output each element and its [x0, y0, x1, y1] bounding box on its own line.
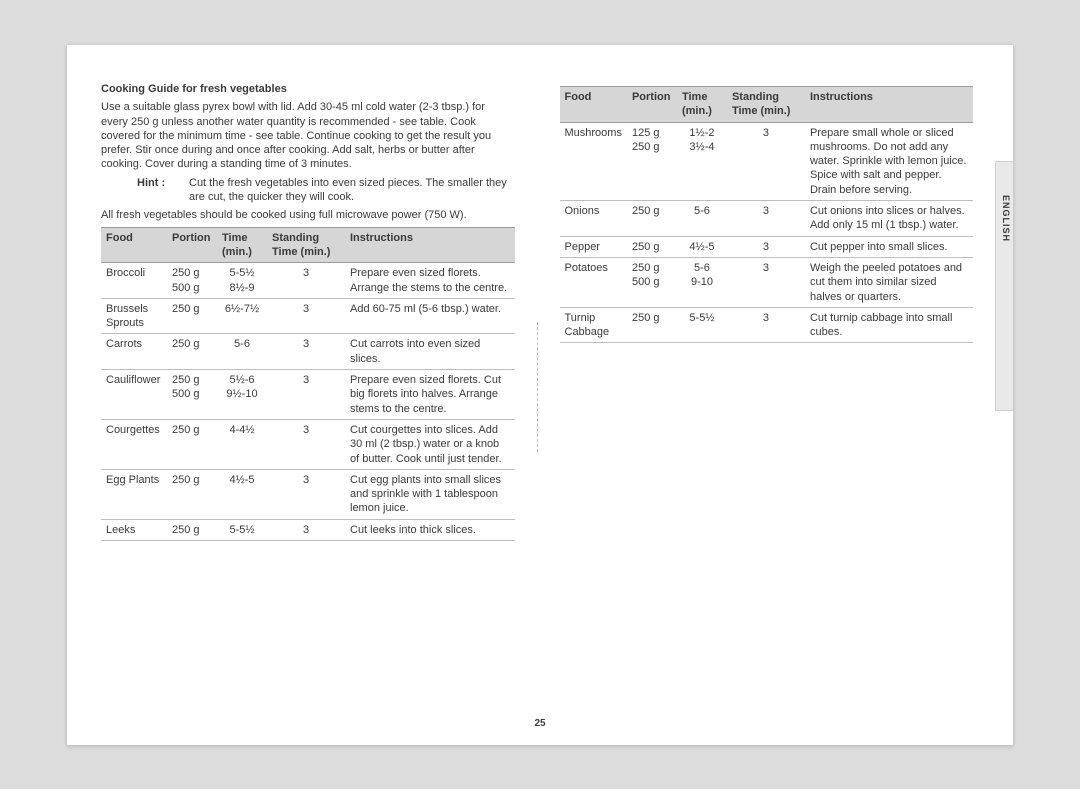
cell-instructions: Cut courgettes into slices. Add 30 ml (2… [345, 419, 515, 469]
vegetable-table-left: Food Portion Time (min.) Standing Time (… [101, 227, 515, 541]
cell-instructions: Cut leeks into thick slices. [345, 519, 515, 540]
cell-food: Potatoes [560, 257, 627, 307]
cell-portion: 250 g [167, 519, 217, 540]
table-row: Leeks250 g5-5½3Cut leeks into thick slic… [101, 519, 515, 540]
table-row: Potatoes250 g500 g5-69-103Weigh the peel… [560, 257, 974, 307]
cell-portion: 125 g250 g [627, 122, 677, 200]
vegetable-table-right: Food Portion Time (min.) Standing Time (… [560, 86, 974, 343]
cell-food: Leeks [101, 519, 167, 540]
col-portion: Portion [167, 227, 217, 263]
cell-standing: 3 [727, 122, 805, 200]
cell-instructions: Cut egg plants into small slices and spr… [345, 469, 515, 519]
table-row: Carrots250 g5-63Cut carrots into even si… [101, 334, 515, 370]
cell-standing: 3 [267, 370, 345, 420]
content-area: Cooking Guide for fresh vegetables Use a… [101, 82, 973, 705]
cell-food: Pepper [560, 236, 627, 257]
cell-instructions: Cut turnip cabbage into small cubes. [805, 307, 973, 343]
cell-standing: 3 [267, 298, 345, 334]
table-row: Mushrooms125 g250 g1½-23½-43Prepare smal… [560, 122, 974, 200]
cell-standing: 3 [267, 519, 345, 540]
col-portion: Portion [627, 87, 677, 123]
table-row: Egg Plants250 g4½-53Cut egg plants into … [101, 469, 515, 519]
cell-standing: 3 [267, 419, 345, 469]
cell-food: Cauliflower [101, 370, 167, 420]
column-divider [537, 322, 538, 452]
col-food: Food [560, 87, 627, 123]
col-food: Food [101, 227, 167, 263]
table-row: Broccoli250 g500 g5-5½8½-93Prepare even … [101, 263, 515, 299]
document-page: ENGLISH Cooking Guide for fresh vegetabl… [67, 45, 1013, 745]
cell-food: Carrots [101, 334, 167, 370]
table-row: Turnip Cabbage250 g5-5½3Cut turnip cabba… [560, 307, 974, 343]
cell-instructions: Cut pepper into small slices. [805, 236, 973, 257]
col-instructions: Instructions [805, 87, 973, 123]
cell-portion: 250 g [167, 334, 217, 370]
cell-time: 5-69-10 [677, 257, 727, 307]
cell-instructions: Prepare even sized florets. Cut big flor… [345, 370, 515, 420]
cell-standing: 3 [727, 236, 805, 257]
table-row: Onions250 g5-63Cut onions into slices or… [560, 201, 974, 237]
cell-portion: 250 g [627, 236, 677, 257]
cell-food: Turnip Cabbage [560, 307, 627, 343]
cell-standing: 3 [727, 201, 805, 237]
intro-paragraph: Use a suitable glass pyrex bowl with lid… [101, 100, 515, 171]
cell-instructions: Weigh the peeled potatoes and cut them i… [805, 257, 973, 307]
cell-time: 5-5½ [217, 519, 267, 540]
col-time: Time (min.) [677, 87, 727, 123]
cell-portion: 250 g500 g [627, 257, 677, 307]
cell-time: 4½-5 [217, 469, 267, 519]
cell-food: Broccoli [101, 263, 167, 299]
col-standing: Standing Time (min.) [727, 87, 805, 123]
cell-portion: 250 g [627, 201, 677, 237]
note-paragraph: All fresh vegetables should be cooked us… [101, 208, 515, 222]
cell-time: 1½-23½-4 [677, 122, 727, 200]
col-time: Time (min.) [217, 227, 267, 263]
cell-standing: 3 [727, 257, 805, 307]
cell-food: Onions [560, 201, 627, 237]
cell-food: Egg Plants [101, 469, 167, 519]
cell-time: 5-6 [217, 334, 267, 370]
cell-portion: 250 g [627, 307, 677, 343]
cell-standing: 3 [267, 263, 345, 299]
cell-instructions: Cut carrots into even sized slices. [345, 334, 515, 370]
hint-text: Cut the fresh vegetables into even sized… [189, 176, 515, 205]
hint-row: Hint : Cut the fresh vegetables into eve… [101, 176, 515, 205]
language-label: ENGLISH [1001, 195, 1011, 242]
table-header-row: Food Portion Time (min.) Standing Time (… [560, 87, 974, 123]
table-header-row: Food Portion Time (min.) Standing Time (… [101, 227, 515, 263]
cell-time: 5½-69½-10 [217, 370, 267, 420]
cell-portion: 250 g500 g [167, 370, 217, 420]
col-instructions: Instructions [345, 227, 515, 263]
cell-portion: 250 g [167, 469, 217, 519]
cell-time: 5-6 [677, 201, 727, 237]
cell-portion: 250 g [167, 419, 217, 469]
cell-food: Mushrooms [560, 122, 627, 200]
cell-time: 4-4½ [217, 419, 267, 469]
cell-standing: 3 [727, 307, 805, 343]
cell-standing: 3 [267, 334, 345, 370]
cell-time: 5-5½8½-9 [217, 263, 267, 299]
cell-food: Courgettes [101, 419, 167, 469]
cell-standing: 3 [267, 469, 345, 519]
cell-time: 5-5½ [677, 307, 727, 343]
cell-instructions: Add 60-75 ml (5-6 tbsp.) water. [345, 298, 515, 334]
cell-portion: 250 g [167, 298, 217, 334]
section-title: Cooking Guide for fresh vegetables [101, 82, 515, 96]
table-row: Pepper250 g4½-53Cut pepper into small sl… [560, 236, 974, 257]
hint-label: Hint : [101, 176, 171, 205]
col-standing: Standing Time (min.) [267, 227, 345, 263]
cell-instructions: Cut onions into slices or halves. Add on… [805, 201, 973, 237]
cell-food: Brussels Sprouts [101, 298, 167, 334]
cell-portion: 250 g500 g [167, 263, 217, 299]
cell-instructions: Prepare even sized florets. Arrange the … [345, 263, 515, 299]
cell-time: 4½-5 [677, 236, 727, 257]
left-column: Cooking Guide for fresh vegetables Use a… [101, 82, 515, 705]
cell-instructions: Prepare small whole or sliced mushrooms.… [805, 122, 973, 200]
table-row: Cauliflower250 g500 g5½-69½-103Prepare e… [101, 370, 515, 420]
right-column: Food Portion Time (min.) Standing Time (… [560, 82, 974, 705]
page-number: 25 [67, 718, 1013, 729]
table-row: Courgettes250 g4-4½3Cut courgettes into … [101, 419, 515, 469]
table-row: Brussels Sprouts250 g6½-7½3Add 60-75 ml … [101, 298, 515, 334]
cell-time: 6½-7½ [217, 298, 267, 334]
